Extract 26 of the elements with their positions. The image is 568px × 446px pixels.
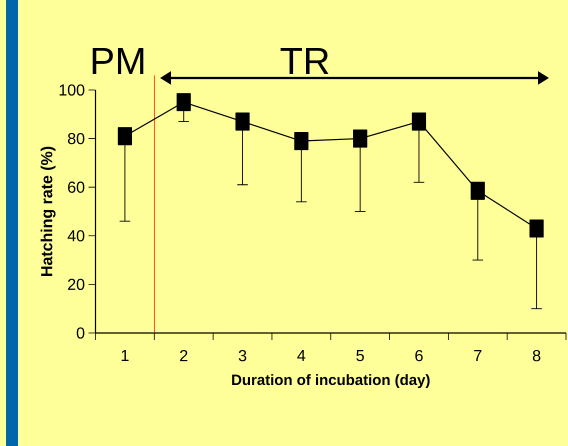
point [176, 93, 191, 112]
x-tick-label: 4 [297, 350, 306, 361]
x-tick-label: 2 [180, 350, 188, 362]
x-tick-label: 6 [415, 350, 423, 362]
x-tick-label: 5 [356, 350, 364, 362]
point [529, 219, 544, 238]
x-tick-label: 3 [238, 350, 246, 362]
x-tick-label: 1 [122, 350, 129, 361]
point [470, 182, 485, 200]
y-tick-label: 100 [60, 84, 84, 96]
point [118, 127, 132, 146]
y-tick-label: 20 [68, 278, 84, 290]
point [235, 112, 250, 131]
point [412, 112, 426, 131]
point [353, 130, 368, 148]
text: PM [92, 48, 144, 74]
y-tick-label: 60 [68, 182, 84, 193]
y-tick-label: 80 [68, 132, 84, 144]
y-axis-title: Hatching rate (%) [40, 146, 56, 276]
x-tick-label: 8 [532, 350, 540, 362]
y-tick-label: 40 [68, 230, 84, 242]
point [294, 132, 308, 150]
x-axis-title: Duration of incubation (day) [232, 374, 430, 388]
x-tick-label: 7 [474, 350, 482, 361]
text: TR [280, 48, 328, 74]
y-tick-label: 0 [76, 327, 84, 339]
